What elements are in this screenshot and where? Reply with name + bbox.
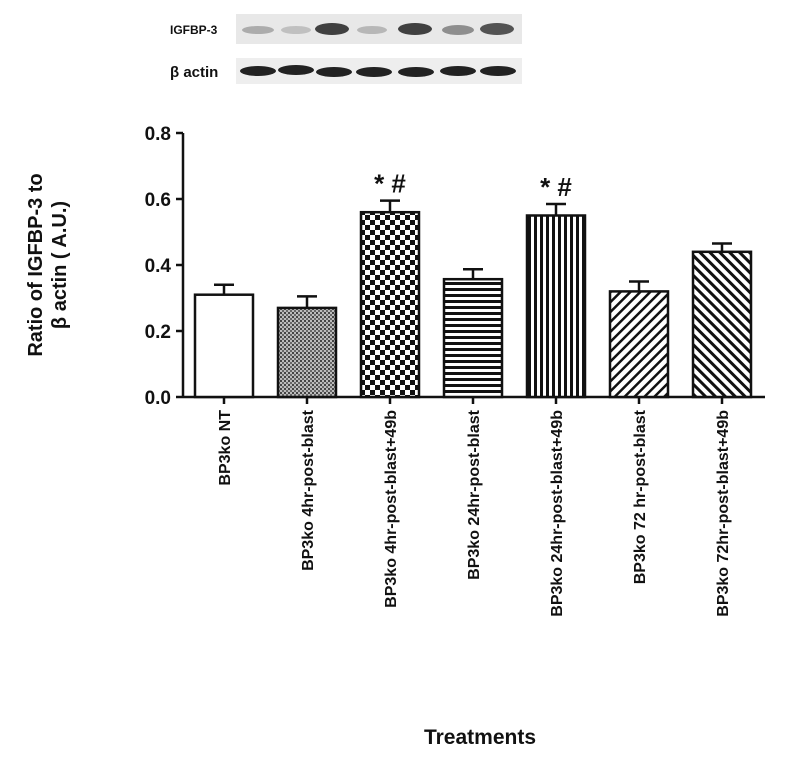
bar [276,306,338,399]
bar [359,210,421,399]
bar [525,214,587,399]
x-tick-label: BP3ko 24hr-post-blast+49b [549,410,566,617]
x-tick-label: BP3ko 4hr-post-blast [300,409,317,571]
x-tick-label: BP3ko 72hr-post-blast+49b [715,410,732,617]
bar [193,293,255,399]
blot: IGFBP-3 β actin [170,14,522,84]
blot-background [236,14,522,44]
x-tick-label: BP3ko 24hr-post-blast [466,409,483,579]
x-tick-label: BP3ko 4hr-post-blast+49b [383,410,400,608]
y-tick-label: 0.2 [145,322,171,343]
blot-bands [240,23,516,77]
y-tick-label: 0.4 [145,256,172,277]
y-axis-label: Ratio of IGFBP-3 to [25,173,47,356]
annotation: * # [540,172,572,202]
bar [608,290,670,399]
x-tick-label: BP3ko NT [217,410,234,486]
x-tick-label: BP3ko 72 hr-post-blast [632,409,649,584]
y-tick-label: 0.0 [145,388,171,409]
y-axis-label: β actin ( A.U.) [49,201,71,329]
y-tick-label: 0.8 [145,124,171,145]
y-tick-label: 0.6 [145,190,171,211]
x-axis-label: Treatments [424,726,536,749]
annotation: * # [374,169,406,199]
blot-label: β actin [170,64,218,81]
blot-label: IGFBP-3 [170,23,218,37]
bar [442,277,504,399]
bar [691,250,753,399]
